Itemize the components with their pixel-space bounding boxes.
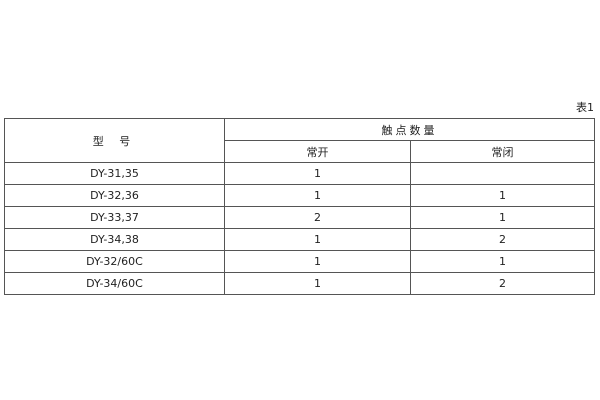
table-row: DY-33,37 2 1 — [4, 206, 595, 229]
cell-model: DY-34,38 — [4, 228, 225, 251]
header-row: 型 号 触点数量 — [4, 118, 595, 163]
cell-no: 1 — [224, 184, 411, 207]
header-normally-open: 常开 — [224, 140, 411, 163]
cell-no: 1 — [224, 228, 411, 251]
cell-nc: 2 — [410, 272, 595, 295]
cell-no: 1 — [224, 250, 411, 273]
cell-model: DY-32/60C — [4, 250, 225, 273]
header-contacts: 触点数量 — [224, 118, 595, 141]
header-model: 型 号 — [4, 118, 225, 163]
cell-no: 2 — [224, 206, 411, 229]
header-normally-closed: 常闭 — [410, 140, 595, 163]
table-caption: 表1 — [576, 101, 594, 114]
cell-nc: 1 — [410, 184, 595, 207]
cell-no: 1 — [224, 272, 411, 295]
cell-nc: 1 — [410, 250, 595, 273]
cell-model: DY-32,36 — [4, 184, 225, 207]
table-row: DY-31,35 1 — [4, 162, 595, 185]
table-row: DY-34/60C 1 2 — [4, 272, 595, 295]
cell-no: 1 — [224, 162, 411, 185]
contact-table: 型 号 触点数量 常开 常闭 DY-31,35 1 DY-32,36 1 1 DY-3… — [4, 118, 595, 295]
table-row: DY-34,38 1 2 — [4, 228, 595, 251]
cell-nc: 2 — [410, 228, 595, 251]
table-row: DY-32,36 1 1 — [4, 184, 595, 207]
cell-model: DY-31,35 — [4, 162, 225, 185]
table-row: DY-32/60C 1 1 — [4, 250, 595, 273]
cell-nc — [410, 162, 595, 185]
cell-model: DY-33,37 — [4, 206, 225, 229]
cell-model: DY-34/60C — [4, 272, 225, 295]
cell-nc: 1 — [410, 206, 595, 229]
